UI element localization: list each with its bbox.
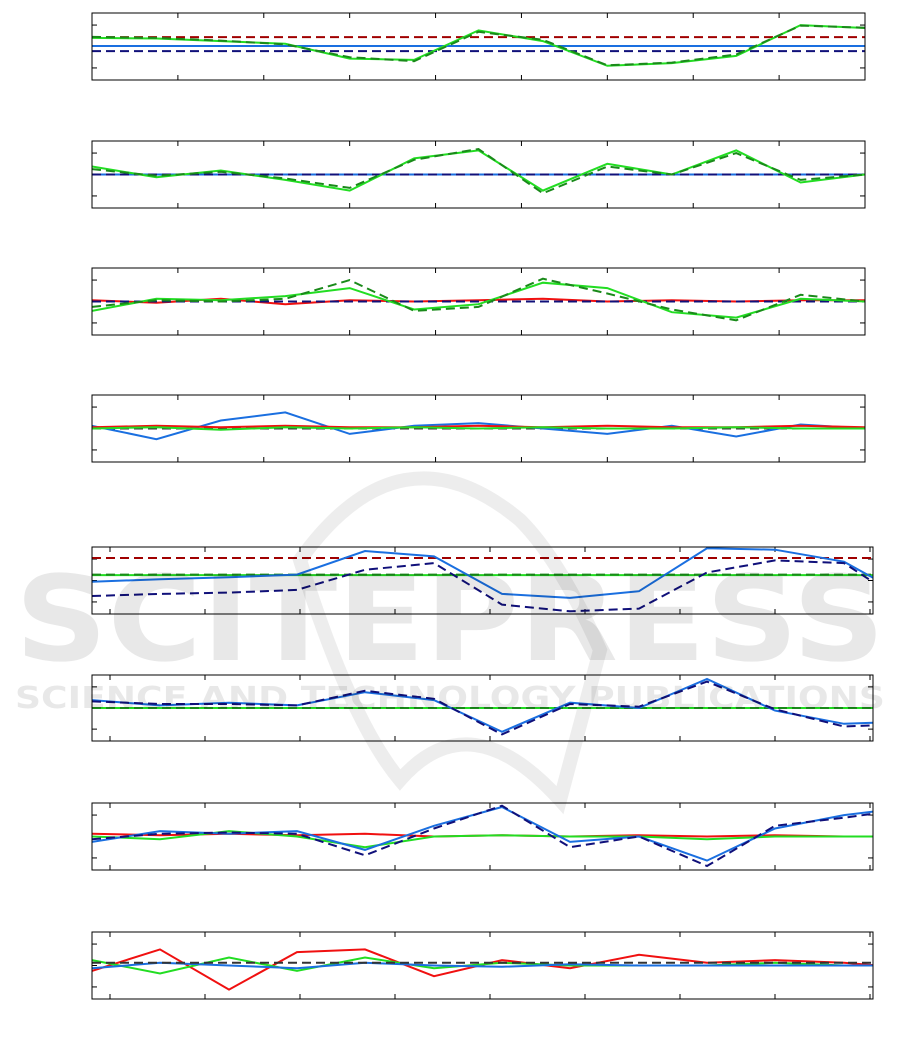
- plot-area: [92, 804, 873, 868]
- data-line: [92, 411, 865, 441]
- axes-frame: [91, 546, 874, 615]
- axes-frame: [91, 267, 866, 336]
- data-line: [92, 24, 865, 67]
- axes-frame: [91, 12, 866, 81]
- data-line: [92, 961, 873, 970]
- data-line: [92, 149, 865, 192]
- data-line: [92, 680, 873, 736]
- data-line: [92, 277, 865, 322]
- plot-area: [92, 547, 873, 613]
- plot-area: [92, 277, 865, 322]
- data-line: [92, 547, 873, 599]
- plot-area: [92, 411, 865, 441]
- panel: [91, 140, 866, 209]
- data-line: [92, 804, 873, 868]
- data-line: [92, 948, 873, 991]
- axes-frame: [91, 802, 874, 871]
- axes-frame: [91, 931, 874, 1000]
- data-line: [92, 281, 865, 319]
- data-line: [92, 426, 865, 431]
- data-line: [92, 805, 873, 862]
- plot-area: [92, 948, 873, 991]
- panel: [91, 546, 874, 615]
- data-line: [92, 830, 873, 849]
- axes-frame: [91, 674, 874, 742]
- panel: [91, 802, 874, 871]
- watermark-title: SCITEPRESS: [15, 550, 885, 688]
- data-line: [92, 559, 873, 613]
- axes-frame: [91, 394, 866, 463]
- axes-frame: [91, 140, 866, 209]
- plot-area: [92, 24, 865, 67]
- panel: [91, 394, 866, 463]
- panel: [91, 12, 866, 81]
- panels: [91, 12, 874, 1000]
- data-line: [92, 147, 865, 195]
- watermark-subtitle: SCIENCE AND TECHNOLOGY PUBLICATIONS: [15, 681, 885, 716]
- panel: [91, 931, 874, 1000]
- panel: [91, 267, 866, 336]
- watermark-logo: [292, 471, 608, 815]
- plot-area: [92, 677, 873, 736]
- panel: [91, 674, 874, 742]
- data-line: [92, 677, 873, 733]
- plot-area: [92, 147, 865, 195]
